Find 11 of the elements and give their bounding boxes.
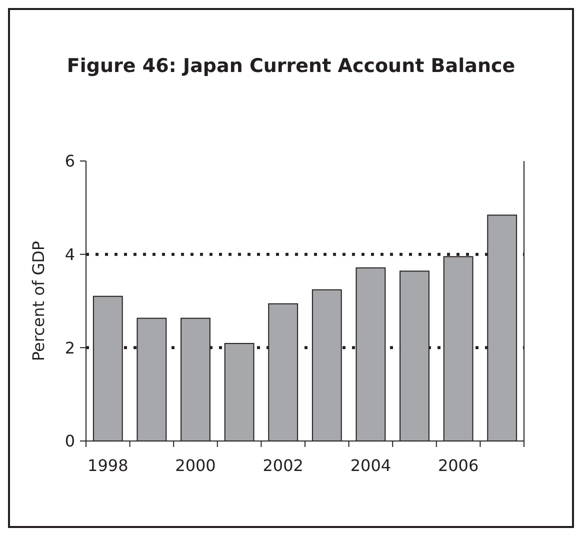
x-tick-label: 2006 [438,456,479,475]
x-tick-label: 2004 [350,456,392,475]
y-tick-label: 4 [64,244,75,264]
x-tick-label: 2002 [262,456,304,475]
x-tick-label: 1998 [88,456,128,475]
chart-title: Figure 46: Japan Current Account Balance [66,55,516,77]
x-tick-label: 2000 [175,456,216,475]
y-tick-label: 0 [64,432,75,451]
y-tick-label: 6 [64,152,75,171]
y-tick-label: 2 [64,338,75,358]
y-axis-title: Percent of GDP [29,240,48,362]
